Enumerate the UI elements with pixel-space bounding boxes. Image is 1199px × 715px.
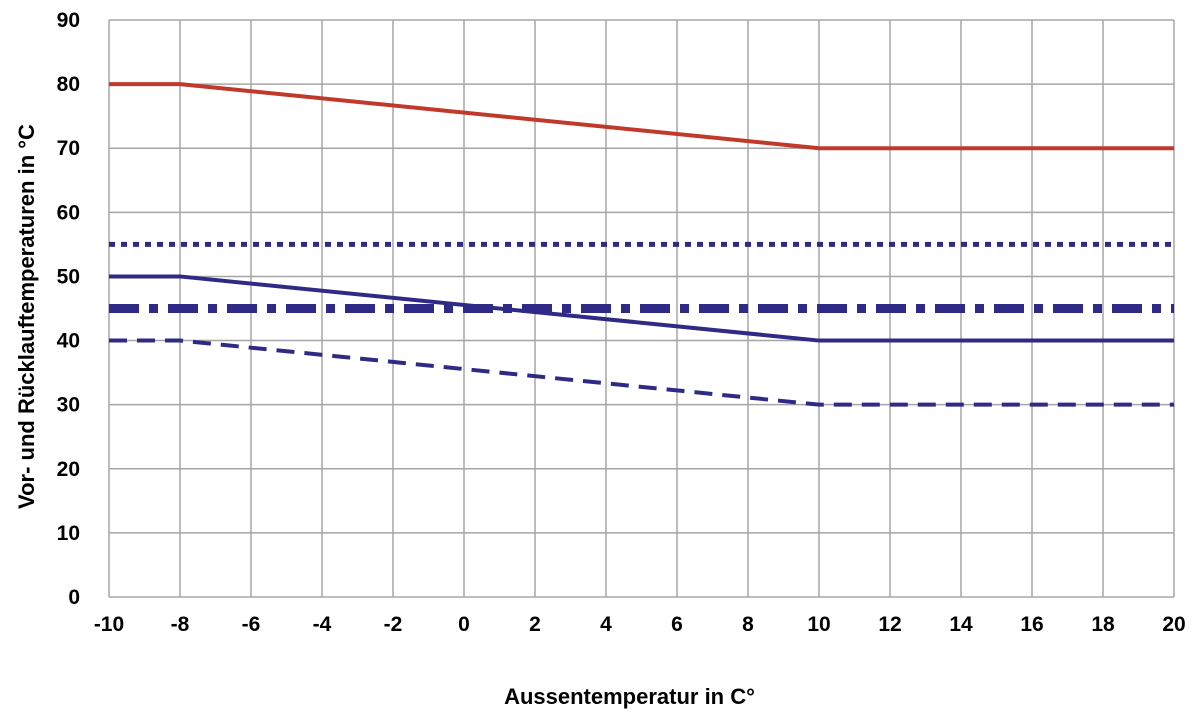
series-line-solid [109,274,1174,343]
x-axis-title: Aussentemperatur in C° [504,684,755,709]
x-tick-label: -10 [94,613,124,636]
y-tick-label: 30 [57,394,80,417]
x-tick-label: 14 [949,613,973,636]
y-tick-label: 70 [57,137,80,160]
y-tick-label: 40 [57,330,80,353]
y-axis-title: Vor- und Rücklauftemperaturen in °C [14,124,39,509]
series-line-solid [109,82,1174,151]
series-line-dashed [109,338,1174,407]
y-tick-label: 50 [57,265,80,288]
x-tick-label: 12 [878,613,901,636]
series-group [109,82,1174,407]
x-tick-label: -6 [242,613,261,636]
tick-labels: -10 -8 -6 -4 -2 0 2 4 6 8 10 12 14 16 18 20 0 10 20 30 40 50 6… [57,9,1186,636]
x-tick-label: -8 [171,613,190,636]
x-tick-label: -2 [384,613,403,636]
y-tick-label: 80 [57,73,80,96]
x-tick-label: 20 [1162,613,1185,636]
x-tick-label: 10 [807,613,830,636]
x-tick-label: 8 [742,613,754,636]
x-tick-label: 4 [600,613,612,636]
y-tick-label: 10 [57,522,80,545]
x-tick-label: 6 [671,613,683,636]
x-tick-label: 0 [458,613,470,636]
x-tick-label: 2 [529,613,541,636]
y-tick-label: 90 [57,9,80,32]
y-tick-label: 0 [68,586,80,609]
y-tick-label: 20 [57,458,80,481]
x-tick-label: 16 [1020,613,1043,636]
x-tick-label: -4 [313,613,332,636]
x-tick-label: 18 [1091,613,1115,636]
y-tick-label: 60 [57,201,80,224]
